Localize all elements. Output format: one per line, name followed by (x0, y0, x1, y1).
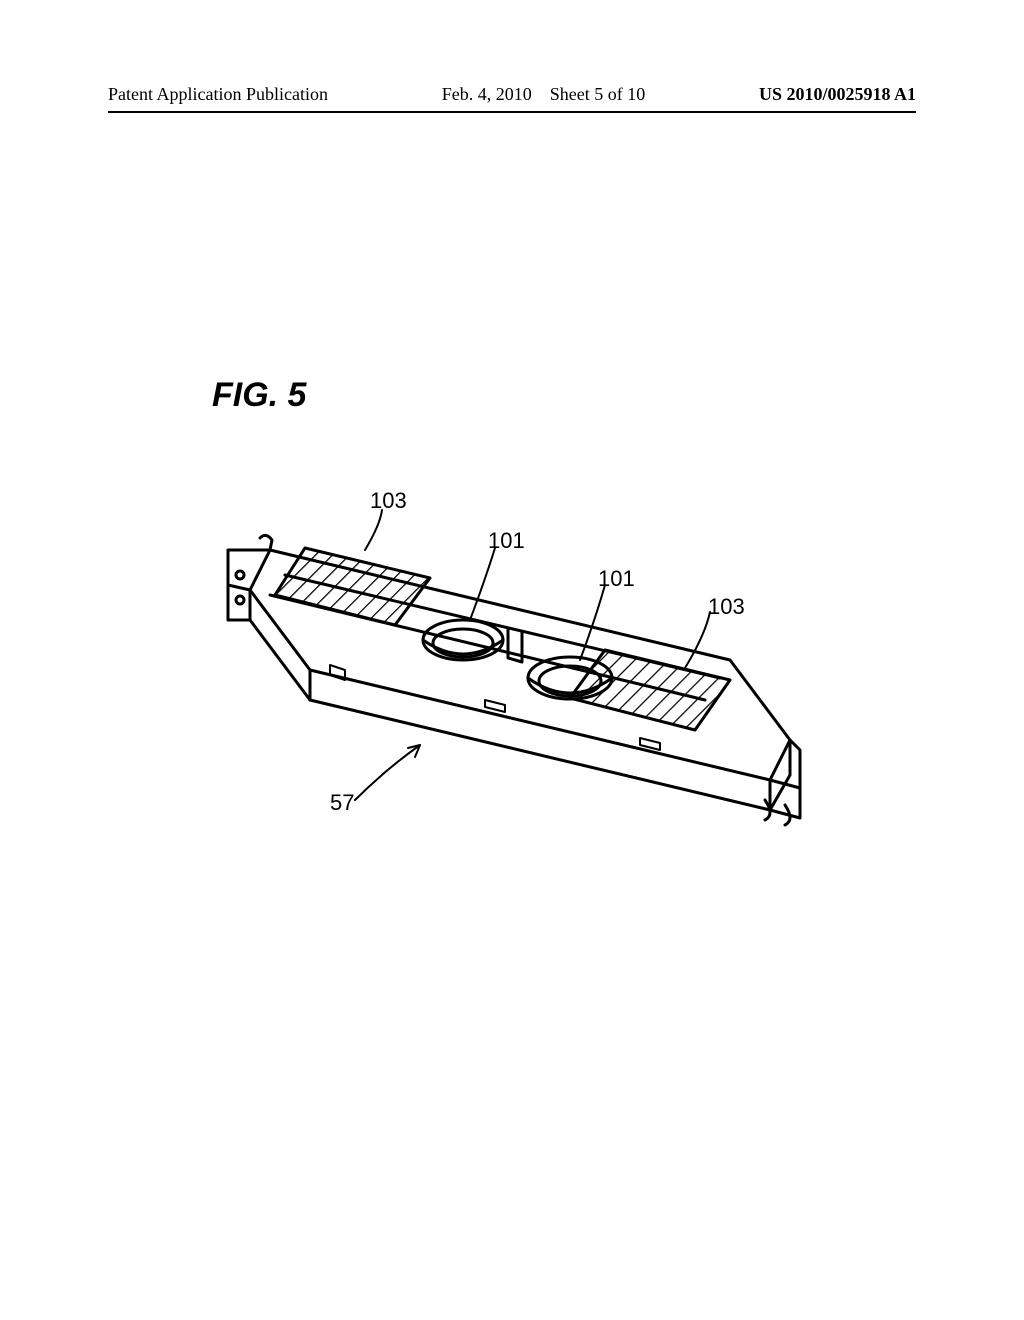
ref-101-right: 101 (598, 566, 635, 592)
ref-103-right: 103 (708, 594, 745, 620)
figure-5: 103 101 101 103 57 (210, 490, 810, 850)
ref-57: 57 (330, 790, 354, 816)
sheet-number: Sheet 5 of 10 (550, 84, 645, 104)
patent-number: US 2010/0025918 A1 (759, 84, 916, 105)
pub-date: Feb. 4, 2010 (442, 84, 532, 104)
ref-103-left: 103 (370, 488, 407, 514)
patent-header: Patent Application Publication Feb. 4, 2… (108, 84, 916, 113)
ref-101-left: 101 (488, 528, 525, 554)
publication-type: Patent Application Publication (108, 84, 328, 105)
figure-label: FIG. 5 (212, 376, 306, 415)
header-center: Feb. 4, 2010 Sheet 5 of 10 (442, 84, 645, 105)
